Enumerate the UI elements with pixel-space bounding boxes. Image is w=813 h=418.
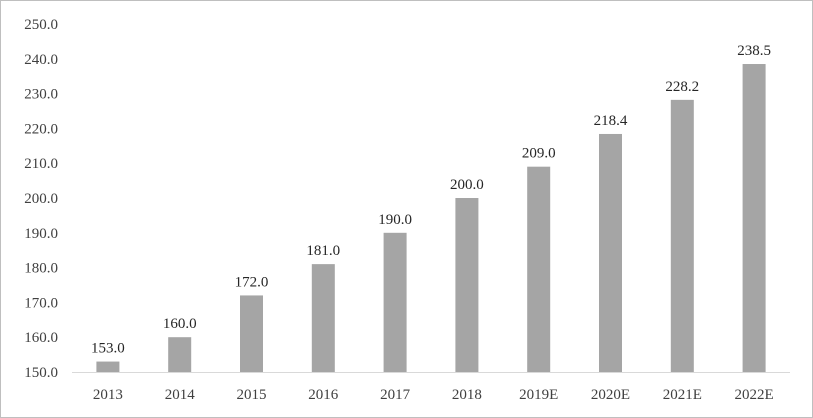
- bar-2014: [168, 337, 192, 372]
- data-label: 160.0: [163, 316, 197, 332]
- y-tick-label: 210.0: [24, 156, 58, 172]
- x-tick-label: 2018: [452, 387, 482, 403]
- x-tick-label: 2016: [308, 387, 339, 403]
- y-tick-label: 250.0: [24, 17, 58, 33]
- bar-2016: [311, 264, 335, 372]
- y-tick-label: 180.0: [24, 261, 58, 277]
- y-tick-label: 170.0: [24, 295, 58, 311]
- data-label: 209.0: [522, 146, 556, 162]
- data-label: 200.0: [450, 177, 484, 193]
- y-tick-label: 230.0: [24, 87, 58, 103]
- y-tick-label: 160.0: [24, 330, 58, 346]
- x-tick-label: 2017: [380, 387, 411, 403]
- bar-2015: [240, 295, 263, 372]
- x-tick-label: 2013: [93, 387, 123, 403]
- x-tick-label: 2022E: [735, 387, 774, 403]
- data-label: 153.0: [91, 341, 125, 357]
- y-tick-label: 200.0: [24, 191, 58, 207]
- bar-2013: [96, 361, 120, 372]
- bar-2018: [455, 198, 479, 372]
- data-label: 172.0: [235, 274, 269, 290]
- data-label: 181.0: [306, 243, 340, 259]
- bar-2019E: [527, 166, 551, 372]
- bar-2017: [383, 232, 407, 372]
- x-tick-label: 2021E: [663, 387, 702, 403]
- y-tick-label: 240.0: [24, 52, 58, 68]
- x-tick-label: 2014: [165, 387, 196, 403]
- data-label: 238.5: [737, 43, 771, 59]
- data-label: 190.0: [378, 212, 412, 228]
- bar-2022E: [742, 64, 766, 373]
- x-tick-label: 2020E: [591, 387, 630, 403]
- x-tick-label: 2019E: [519, 387, 558, 403]
- data-label: 228.2: [665, 79, 699, 95]
- x-tick-label: 2015: [237, 387, 267, 403]
- y-tick-label: 190.0: [24, 226, 58, 242]
- bar-2021E: [670, 99, 694, 372]
- data-label: 218.4: [594, 113, 628, 129]
- bar-2020E: [599, 133, 622, 372]
- y-tick-label: 150.0: [24, 365, 58, 381]
- y-tick-label: 220.0: [24, 121, 58, 137]
